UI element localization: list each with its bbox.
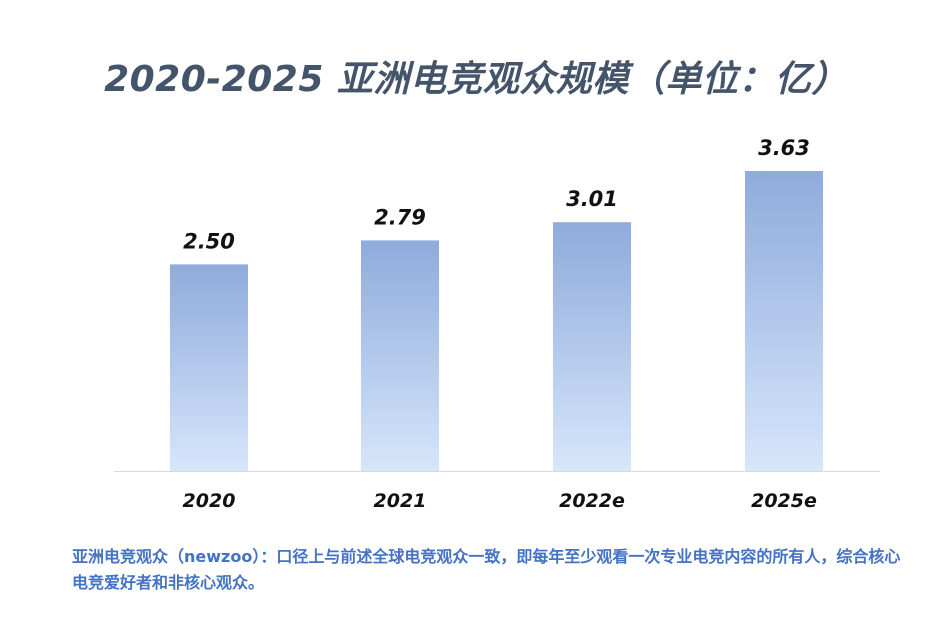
x-tick-label-2020: 2020 — [183, 490, 236, 512]
bar-2022e — [553, 222, 631, 471]
x-tick-label-2021: 2021 — [374, 490, 427, 512]
data-label-2020: 2.50 — [183, 229, 235, 253]
chart-title: 2020-2025 亚洲电竞观众规模（单位：亿） — [104, 59, 848, 100]
bar-2021 — [361, 240, 439, 471]
data-label-2025e: 3.63 — [758, 136, 810, 160]
bar-2020 — [170, 264, 248, 471]
x-tick-label-2022e: 2022e — [559, 490, 625, 512]
x-tick-label-2025e: 2025e — [751, 490, 817, 512]
footnote: 亚洲电竞观众（newzoo）：口径上与前述全球电竞观众一致，即每年至少观看一次专… — [72, 547, 901, 592]
bar-2025e — [745, 171, 823, 471]
data-label-2021: 2.79 — [374, 205, 426, 229]
data-label-2022e: 3.01 — [566, 187, 618, 211]
